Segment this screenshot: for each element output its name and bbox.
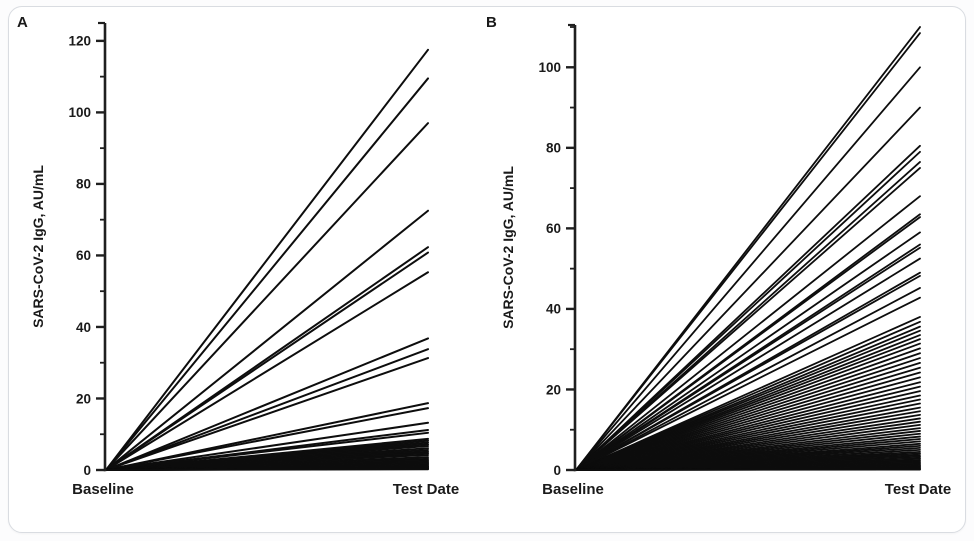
trajectory-line	[105, 407, 429, 471]
panel-b-label: B	[486, 14, 498, 31]
x-label-baseline: Baseline	[542, 481, 604, 498]
panel-b: 0 20 40 60 80 100 SARS-CoV-2 IgG, AU/mL Baselin…	[500, 23, 951, 498]
trajectory-line	[575, 231, 921, 471]
trajectory-line	[105, 209, 429, 471]
trajectory-line	[575, 66, 921, 471]
y-tick-label: 20	[546, 382, 561, 397]
trajectory-line	[575, 167, 921, 471]
y-tick-label: 0	[553, 463, 561, 478]
trajectory-line	[105, 48, 429, 471]
y-tick-label: 100	[538, 60, 561, 75]
trajectory-line	[105, 251, 429, 471]
y-tick-label: 60	[546, 221, 561, 236]
trajectory-line	[105, 271, 429, 471]
trajectory-line	[575, 246, 921, 471]
trajectory-line	[575, 216, 921, 471]
panel-a: 0 20 40 60 80 100 120 SARS-CoV-2 IgG, AU/mL Base…	[30, 21, 459, 498]
trajectory-line	[105, 357, 429, 471]
x-label-baseline: Baseline	[72, 481, 134, 498]
trajectory-line	[105, 431, 429, 471]
y-tick-label: 40	[76, 320, 91, 335]
x-label-test-date: Test Date	[885, 481, 951, 498]
y-axis-title: SARS-CoV-2 IgG, AU/mL	[30, 165, 46, 328]
y-tick-label: 80	[76, 177, 91, 192]
panel-a-label: A	[17, 14, 29, 31]
trajectory-line	[575, 106, 921, 471]
y-tick-label: 120	[68, 34, 91, 49]
y-tick-label: 80	[546, 141, 561, 156]
trajectory-line	[575, 32, 921, 471]
y-tick-label: 0	[83, 463, 91, 478]
trajectory-line	[575, 287, 921, 471]
y-tick-label: 100	[68, 105, 91, 120]
trajectory-line	[105, 77, 429, 471]
trajectory-line	[105, 337, 429, 471]
trajectory-line	[575, 257, 921, 471]
trajectory-line	[575, 150, 921, 471]
trajectory-line	[575, 274, 921, 471]
x-label-test-date: Test Date	[393, 481, 459, 498]
y-axis-title: SARS-CoV-2 IgG, AU/mL	[500, 166, 516, 329]
y-tick-label: 20	[76, 391, 91, 406]
trajectory-line	[105, 421, 429, 471]
trajectory-line	[575, 296, 921, 471]
trajectory-line	[575, 195, 921, 471]
trajectory-line	[105, 468, 429, 471]
trajectory-line	[105, 348, 429, 471]
y-tick-label: 60	[76, 248, 91, 263]
trajectory-line	[105, 122, 429, 471]
y-tick-label: 40	[546, 302, 561, 317]
